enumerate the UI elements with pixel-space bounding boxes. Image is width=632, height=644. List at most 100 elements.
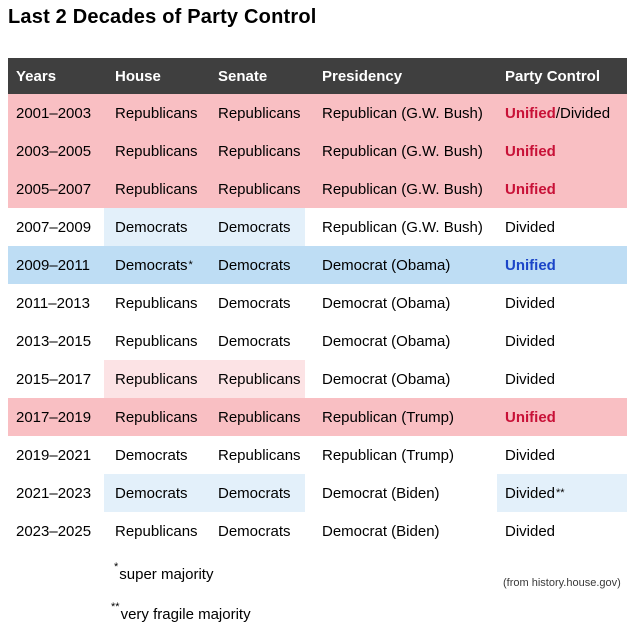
senate-value: Republicans (218, 446, 301, 464)
table-row: 2001–2003 Republicans Republicans Republ… (8, 94, 627, 132)
senate-value: Democrats (218, 332, 291, 350)
years-value: 2013–2015 (16, 332, 92, 350)
presidency-value: Republican (G.W. Bush) (322, 142, 483, 160)
cell-years: 2023–2025 (8, 512, 104, 550)
party-control-value: Divided (505, 218, 556, 236)
cell-house: Republicans (104, 170, 208, 208)
senate-value: Democrats (218, 522, 291, 540)
presidency-value: Republican (Trump) (322, 446, 454, 464)
cell-years: 2013–2015 (8, 322, 104, 360)
cell-senate: Democrats (208, 246, 305, 284)
party-control-value: Divided (505, 370, 556, 388)
table-row: 2015–2017 Republicans Republicans Democr… (8, 360, 627, 398)
presidency-value: Democrat (Biden) (322, 484, 440, 502)
party-control-suffix: /Divided (555, 104, 611, 122)
cell-presidency: Democrat (Obama) (305, 360, 497, 398)
house-value: Republicans (115, 104, 198, 122)
footnote-text: very fragile majority (120, 606, 251, 623)
cell-presidency: Republican (G.W. Bush) (305, 94, 497, 132)
senate-value: Republicans (218, 142, 301, 160)
cell-senate: Democrats (208, 474, 305, 512)
presidency-value: Democrat (Obama) (322, 256, 451, 274)
cell-party-control: Divided (497, 208, 627, 246)
years-value: 2005–2007 (16, 180, 92, 198)
senate-value: Republicans (218, 408, 301, 426)
senate-value: Republicans (218, 104, 301, 122)
house-value: Republicans (115, 332, 198, 350)
cell-senate: Republicans (208, 132, 305, 170)
years-value: 2019–2021 (16, 446, 92, 464)
footnote-text: super majority (119, 566, 214, 583)
house-value: Republicans (115, 408, 198, 426)
years-value: 2015–2017 (16, 370, 92, 388)
source-note: (from history.house.gov) (503, 577, 621, 589)
presidency-value: Republican (G.W. Bush) (322, 104, 483, 122)
senate-value: Democrats (218, 256, 291, 274)
cell-presidency: Republican (Trump) (305, 398, 497, 436)
party-control-value: Unified (505, 142, 556, 160)
footnote-super-majority: *super majority (113, 562, 214, 584)
cell-presidency: Republican (G.W. Bush) (305, 132, 497, 170)
cell-party-control: Unified/Divided (497, 94, 627, 132)
table-row: 2011–2013 Republicans Democrats Democrat… (8, 284, 627, 322)
cell-party-control: Divided (497, 512, 627, 550)
table-row: 2023–2025 Republicans Democrats Democrat… (8, 512, 627, 550)
party-control-value: Unified (505, 408, 556, 426)
house-value: Republicans (115, 522, 198, 540)
presidency-value: Democrat (Obama) (322, 370, 451, 388)
years-value: 2003–2005 (16, 142, 92, 160)
cell-years: 2003–2005 (8, 132, 104, 170)
table-row: 2019–2021 Democrats Republicans Republic… (8, 436, 627, 474)
cell-party-control: Divided (497, 284, 627, 322)
party-control-value: Divided (505, 446, 556, 464)
cell-years: 2017–2019 (8, 398, 104, 436)
cell-years: 2015–2017 (8, 360, 104, 398)
senate-value: Democrats (218, 218, 291, 236)
cell-house: Democrats (104, 474, 208, 512)
party-control-value: Unified (505, 256, 556, 274)
cell-house: Democrats (104, 436, 208, 474)
cell-senate: Democrats (208, 284, 305, 322)
presidency-value: Democrat (Obama) (322, 332, 451, 350)
cell-years: 2019–2021 (8, 436, 104, 474)
cell-party-control: Unified (497, 398, 627, 436)
presidency-value: Democrat (Biden) (322, 522, 440, 540)
table-row: 2017–2019 Republicans Republicans Republ… (8, 398, 627, 436)
cell-presidency: Republican (G.W. Bush) (305, 208, 497, 246)
cell-house: Democrats (104, 208, 208, 246)
party-control-value: Divided (505, 484, 556, 502)
double-asterisk-marker: ** (111, 601, 120, 613)
cell-house: Republicans (104, 94, 208, 132)
column-header-presidency: Presidency (322, 67, 403, 85)
table-row: 2013–2015 Republicans Democrats Democrat… (8, 322, 627, 360)
house-value: Democrats (115, 218, 188, 236)
column-header-senate: Senate (218, 67, 268, 85)
party-control-value: Unified (505, 180, 556, 198)
house-value: Democrats (115, 256, 188, 274)
asterisk-marker: * (114, 561, 119, 573)
cell-years: 2021–2023 (8, 474, 104, 512)
cell-party-control: Divided (497, 360, 627, 398)
cell-presidency: Democrat (Biden) (305, 474, 497, 512)
cell-senate: Democrats (208, 512, 305, 550)
house-value: Republicans (115, 294, 198, 312)
cell-senate: Democrats (208, 322, 305, 360)
column-header-years: Years (16, 67, 57, 85)
column-header-house: House (115, 67, 161, 85)
table-row: 2007–2009 Democrats Democrats Republican… (8, 208, 627, 246)
cell-senate: Republicans (208, 398, 305, 436)
years-value: 2009–2011 (16, 256, 90, 274)
years-value: 2023–2025 (16, 522, 92, 540)
senate-value: Republicans (218, 370, 301, 388)
cell-years: 2001–2003 (8, 94, 104, 132)
cell-presidency: Democrat (Biden) (305, 512, 497, 550)
cell-party-control: Divided (497, 436, 627, 474)
cell-years: 2007–2009 (8, 208, 104, 246)
house-value: Republicans (115, 180, 198, 198)
senate-value: Democrats (218, 294, 291, 312)
table-row: 2021–2023 Democrats Democrats Democrat (… (8, 474, 627, 512)
house-value: Democrats (115, 446, 188, 464)
cell-senate: Republicans (208, 94, 305, 132)
presidency-value: Republican (G.W. Bush) (322, 180, 483, 198)
